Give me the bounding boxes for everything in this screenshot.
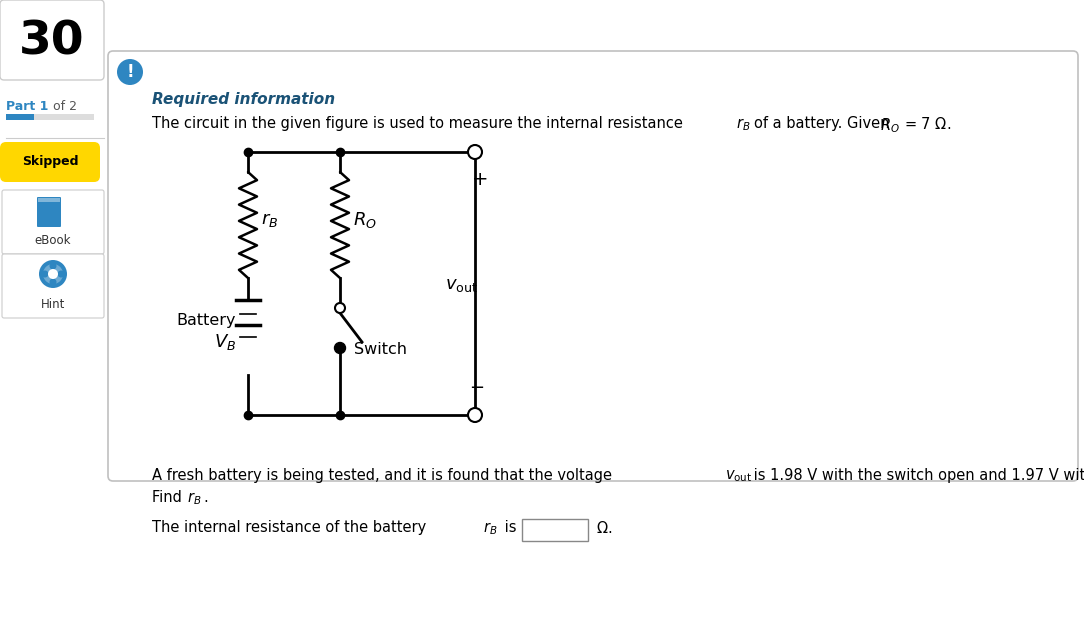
FancyBboxPatch shape xyxy=(522,519,588,541)
Text: A fresh battery is being tested, and it is found that the voltage: A fresh battery is being tested, and it … xyxy=(152,468,617,483)
Text: +: + xyxy=(472,170,488,189)
Text: $v_{\mathrm{out}}$: $v_{\mathrm{out}}$ xyxy=(446,276,478,294)
Text: eBook: eBook xyxy=(35,234,72,247)
FancyBboxPatch shape xyxy=(2,254,104,318)
Bar xyxy=(38,198,60,202)
Circle shape xyxy=(335,303,345,313)
Text: 30: 30 xyxy=(20,19,85,64)
Bar xyxy=(7,114,94,120)
Circle shape xyxy=(50,278,56,286)
Text: Switch: Switch xyxy=(354,343,406,358)
Text: $r_B$: $r_B$ xyxy=(188,490,202,507)
Text: Hint: Hint xyxy=(41,298,65,311)
Text: $r_B$: $r_B$ xyxy=(736,116,750,133)
Text: The circuit in the given figure is used to measure the internal resistance: The circuit in the given figure is used … xyxy=(152,116,687,131)
Circle shape xyxy=(39,260,67,288)
Text: Skipped: Skipped xyxy=(22,155,78,168)
FancyBboxPatch shape xyxy=(37,197,61,227)
Circle shape xyxy=(468,408,482,422)
Text: .: . xyxy=(203,490,208,505)
Bar xyxy=(7,114,34,120)
Text: Part 1: Part 1 xyxy=(7,100,49,113)
Text: is: is xyxy=(500,520,521,535)
FancyBboxPatch shape xyxy=(0,0,104,80)
Text: $V_B$: $V_B$ xyxy=(214,332,236,352)
Text: The internal resistance of the battery: The internal resistance of the battery xyxy=(152,520,430,535)
Circle shape xyxy=(57,270,65,278)
Text: $R_O$: $R_O$ xyxy=(353,210,377,230)
Circle shape xyxy=(41,270,49,278)
Text: $r_B$: $r_B$ xyxy=(261,211,279,229)
FancyBboxPatch shape xyxy=(0,142,100,182)
Text: $r_B$: $r_B$ xyxy=(483,520,498,537)
Text: Battery: Battery xyxy=(177,313,236,328)
Circle shape xyxy=(468,145,482,159)
Circle shape xyxy=(117,59,143,85)
FancyBboxPatch shape xyxy=(2,190,104,254)
Text: −: − xyxy=(469,379,485,397)
Circle shape xyxy=(48,269,59,279)
Text: $\Omega$.: $\Omega$. xyxy=(592,520,612,536)
Circle shape xyxy=(335,343,346,354)
Text: = 7 $\Omega$.: = 7 $\Omega$. xyxy=(904,116,951,132)
Circle shape xyxy=(50,263,56,270)
Text: $R_O$: $R_O$ xyxy=(880,116,900,135)
Circle shape xyxy=(43,264,63,284)
FancyBboxPatch shape xyxy=(108,51,1077,481)
Text: Required information: Required information xyxy=(152,92,335,107)
Text: of a battery. Given: of a battery. Given xyxy=(754,116,894,131)
Text: $v_{\mathrm{out}}$: $v_{\mathrm{out}}$ xyxy=(725,468,752,484)
Text: !: ! xyxy=(126,63,133,81)
Text: of 2: of 2 xyxy=(49,100,77,113)
Text: is 1.98 V with the switch open and 1.97 V with the switch closed.: is 1.98 V with the switch open and 1.97 … xyxy=(749,468,1084,483)
Text: Find: Find xyxy=(152,490,186,505)
